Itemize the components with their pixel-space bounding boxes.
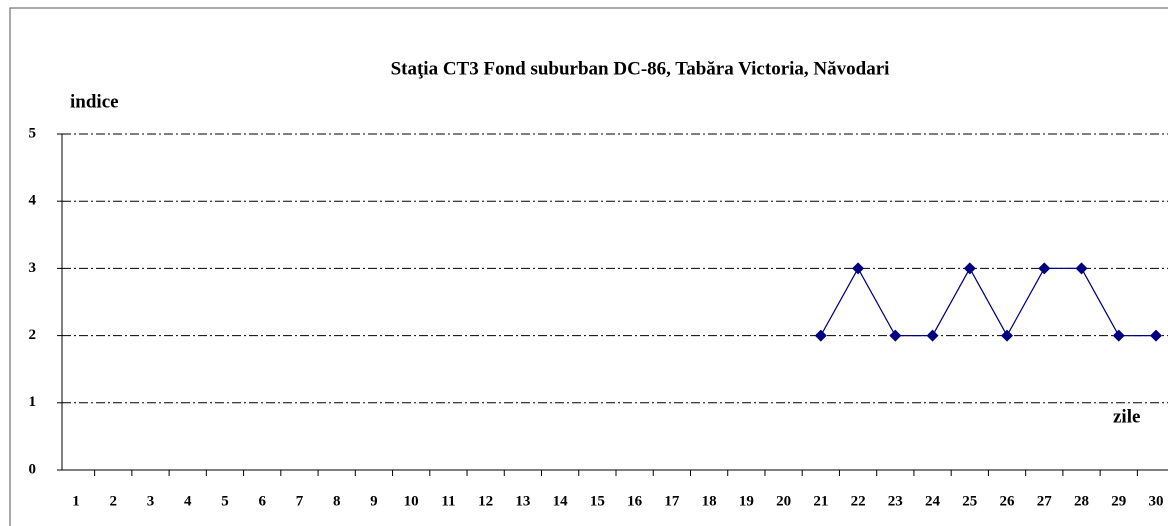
y-tick-label: 3 bbox=[29, 260, 37, 276]
data-point bbox=[963, 262, 976, 275]
data-point bbox=[1075, 262, 1088, 275]
x-tick-label: 27 bbox=[1037, 493, 1053, 509]
y-tick-label: 2 bbox=[29, 327, 37, 343]
chart-frame bbox=[9, 7, 1168, 526]
x-tick-label: 4 bbox=[184, 493, 192, 509]
x-tick-label: 12 bbox=[478, 493, 493, 509]
x-tick-label: 14 bbox=[553, 493, 569, 509]
x-tick-label: 17 bbox=[664, 493, 680, 509]
data-point bbox=[1112, 329, 1125, 342]
x-tick-label: 26 bbox=[1000, 493, 1016, 509]
data-point bbox=[852, 262, 865, 275]
data-point bbox=[1038, 262, 1051, 275]
data-point bbox=[1001, 329, 1014, 342]
x-tick-label: 21 bbox=[813, 493, 828, 509]
x-tick-label: 9 bbox=[370, 493, 378, 509]
x-tick-label: 13 bbox=[515, 493, 530, 509]
x-tick-label: 3 bbox=[147, 493, 155, 509]
x-tick-label: 29 bbox=[1111, 493, 1126, 509]
x-tick-label: 11 bbox=[441, 493, 455, 509]
x-tick-label: 30 bbox=[1149, 493, 1164, 509]
x-tick-label: 24 bbox=[925, 493, 941, 509]
x-axis-label: zile bbox=[1113, 406, 1140, 427]
x-tick-label: 1 bbox=[72, 493, 80, 509]
data-point bbox=[889, 329, 902, 342]
y-tick-label: 4 bbox=[29, 193, 37, 209]
x-tick-label: 19 bbox=[739, 493, 754, 509]
x-tick-label: 23 bbox=[888, 493, 903, 509]
x-tick-label: 25 bbox=[962, 493, 977, 509]
y-tick-label: 0 bbox=[29, 461, 37, 477]
x-tick-label: 10 bbox=[404, 493, 419, 509]
x-tick-label: 20 bbox=[776, 493, 791, 509]
x-tick-label: 15 bbox=[590, 493, 605, 509]
x-tick-label: 22 bbox=[851, 493, 866, 509]
x-tick-label: 8 bbox=[333, 493, 341, 509]
y-tick-label: 5 bbox=[29, 125, 37, 141]
x-tick-label: 28 bbox=[1074, 493, 1089, 509]
x-tick-label: 5 bbox=[221, 493, 229, 509]
x-tick-label: 18 bbox=[702, 493, 717, 509]
data-point bbox=[1150, 329, 1162, 342]
y-tick-label: 1 bbox=[29, 394, 37, 410]
y-axis-label: indice bbox=[70, 91, 119, 112]
data-line bbox=[820, 267, 1156, 337]
x-tick-label: 6 bbox=[258, 493, 266, 509]
x-tick-label: 7 bbox=[296, 493, 304, 509]
chart-title: Staţia CT3 Fond suburban DC-86, Tabăra V… bbox=[391, 58, 890, 79]
x-tick-label: 2 bbox=[109, 493, 117, 509]
data-point bbox=[814, 329, 827, 342]
x-tick-label: 16 bbox=[627, 493, 643, 509]
data-point bbox=[926, 329, 939, 342]
